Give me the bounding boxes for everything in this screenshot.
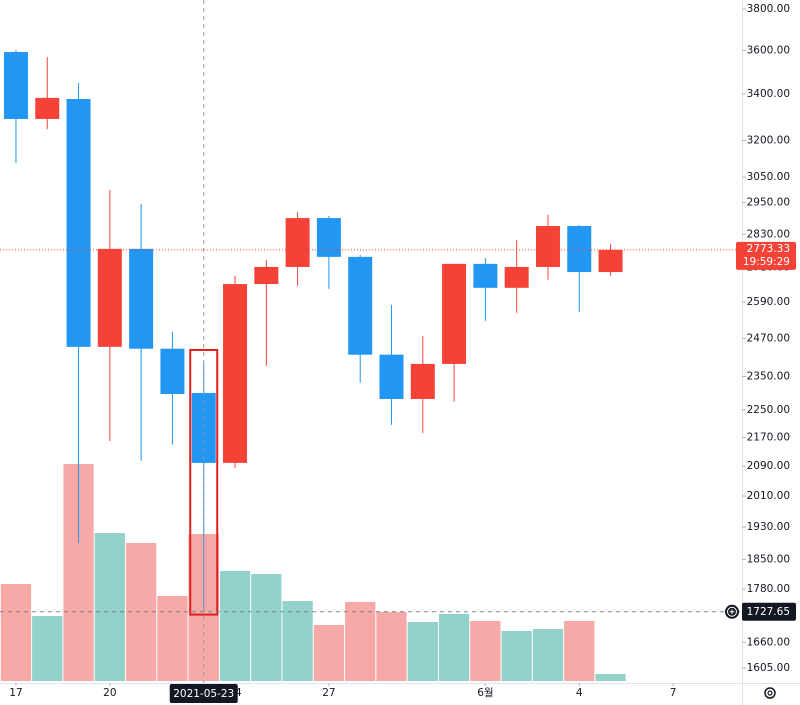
candle-body bbox=[316, 218, 341, 257]
y-tick-label: 3200.00 bbox=[747, 134, 790, 146]
volume-bar bbox=[532, 629, 564, 681]
candle-body bbox=[66, 99, 91, 347]
highlight-box bbox=[189, 348, 219, 616]
candle-body bbox=[410, 363, 435, 399]
crosshair-price-label: 1727.65 bbox=[747, 606, 790, 618]
volume-bar bbox=[157, 596, 188, 681]
y-tick-label: 2350.00 bbox=[747, 371, 790, 383]
gear-ring bbox=[764, 687, 776, 699]
y-tick-label: 1850.00 bbox=[747, 553, 790, 565]
gear-hub bbox=[767, 690, 773, 696]
last-price-box bbox=[736, 241, 796, 270]
settings-icon[interactable] bbox=[764, 687, 776, 699]
y-tick-label: 2170.00 bbox=[747, 431, 790, 443]
candle-body bbox=[160, 348, 185, 394]
volume-bar bbox=[251, 574, 282, 681]
candle-body bbox=[3, 52, 28, 119]
volume-bar bbox=[94, 533, 125, 681]
crosshair-price-box bbox=[742, 602, 796, 621]
countdown-label: 19:59:29 bbox=[743, 256, 790, 268]
candle-body bbox=[348, 256, 373, 355]
y-tick-label: 1605.00 bbox=[747, 662, 790, 674]
y-tick-label: 3600.00 bbox=[747, 44, 790, 56]
y-tick-label: 2470.00 bbox=[747, 332, 790, 344]
volume-bar bbox=[345, 602, 376, 681]
x-tick-label: 4 bbox=[576, 687, 583, 699]
volume-bar bbox=[313, 625, 345, 681]
x-tick-label: 27 bbox=[322, 687, 335, 699]
y-tick-label: 2090.00 bbox=[747, 460, 790, 472]
y-tick-label: 2010.00 bbox=[747, 490, 790, 502]
y-tick-label: 3400.00 bbox=[747, 88, 790, 100]
candle-body bbox=[504, 266, 529, 288]
volume-bar bbox=[564, 621, 595, 681]
candle-body bbox=[35, 97, 60, 119]
x-tick-label: 20 bbox=[103, 687, 116, 699]
crosshair-add-button[interactable] bbox=[725, 604, 739, 619]
candle-body bbox=[285, 218, 310, 267]
candle-body bbox=[129, 248, 154, 349]
y-tick-label: 1660.00 bbox=[747, 636, 790, 648]
volume-bar bbox=[407, 622, 438, 681]
candle-body bbox=[535, 226, 560, 267]
candle-body bbox=[223, 284, 248, 463]
y-tick-label: 2830.00 bbox=[747, 228, 790, 240]
volume-bar bbox=[0, 584, 32, 681]
volume-bar bbox=[376, 612, 407, 681]
add-circle-ring bbox=[727, 606, 737, 617]
candle-body bbox=[97, 248, 122, 347]
candle-body bbox=[598, 249, 623, 273]
y-tick-label: 3800.00 bbox=[747, 3, 790, 15]
volume-bar bbox=[595, 674, 626, 681]
candle-body bbox=[379, 354, 404, 399]
y-tick-label: 3050.00 bbox=[747, 171, 790, 183]
candle-body bbox=[473, 263, 498, 288]
volume-bar bbox=[282, 601, 313, 681]
volume-bar bbox=[438, 614, 470, 681]
volume-bar bbox=[470, 621, 501, 681]
y-tick-label: 2950.00 bbox=[747, 197, 790, 209]
candle-body bbox=[442, 263, 467, 364]
x-tick-label: 7 bbox=[670, 687, 677, 699]
last-price-label: 2773.33 bbox=[747, 243, 790, 255]
volume-bar bbox=[32, 616, 63, 681]
candle-body bbox=[567, 226, 592, 273]
y-tick-label: 2250.00 bbox=[747, 404, 790, 416]
volume-bar bbox=[219, 571, 251, 681]
y-tick-label: 1780.00 bbox=[747, 583, 790, 595]
crosshair-date-label: 2021-05-23 bbox=[173, 688, 234, 700]
x-tick-label: 17 bbox=[9, 687, 22, 699]
y-tick-label: 1930.00 bbox=[747, 521, 790, 533]
x-tick-label: 6월 bbox=[477, 687, 493, 699]
add-plus bbox=[729, 609, 735, 615]
crosshair-date-box bbox=[169, 684, 238, 703]
volume-bar bbox=[501, 631, 532, 681]
candle-body bbox=[254, 266, 279, 285]
y-tick-label: 2590.00 bbox=[747, 296, 790, 308]
